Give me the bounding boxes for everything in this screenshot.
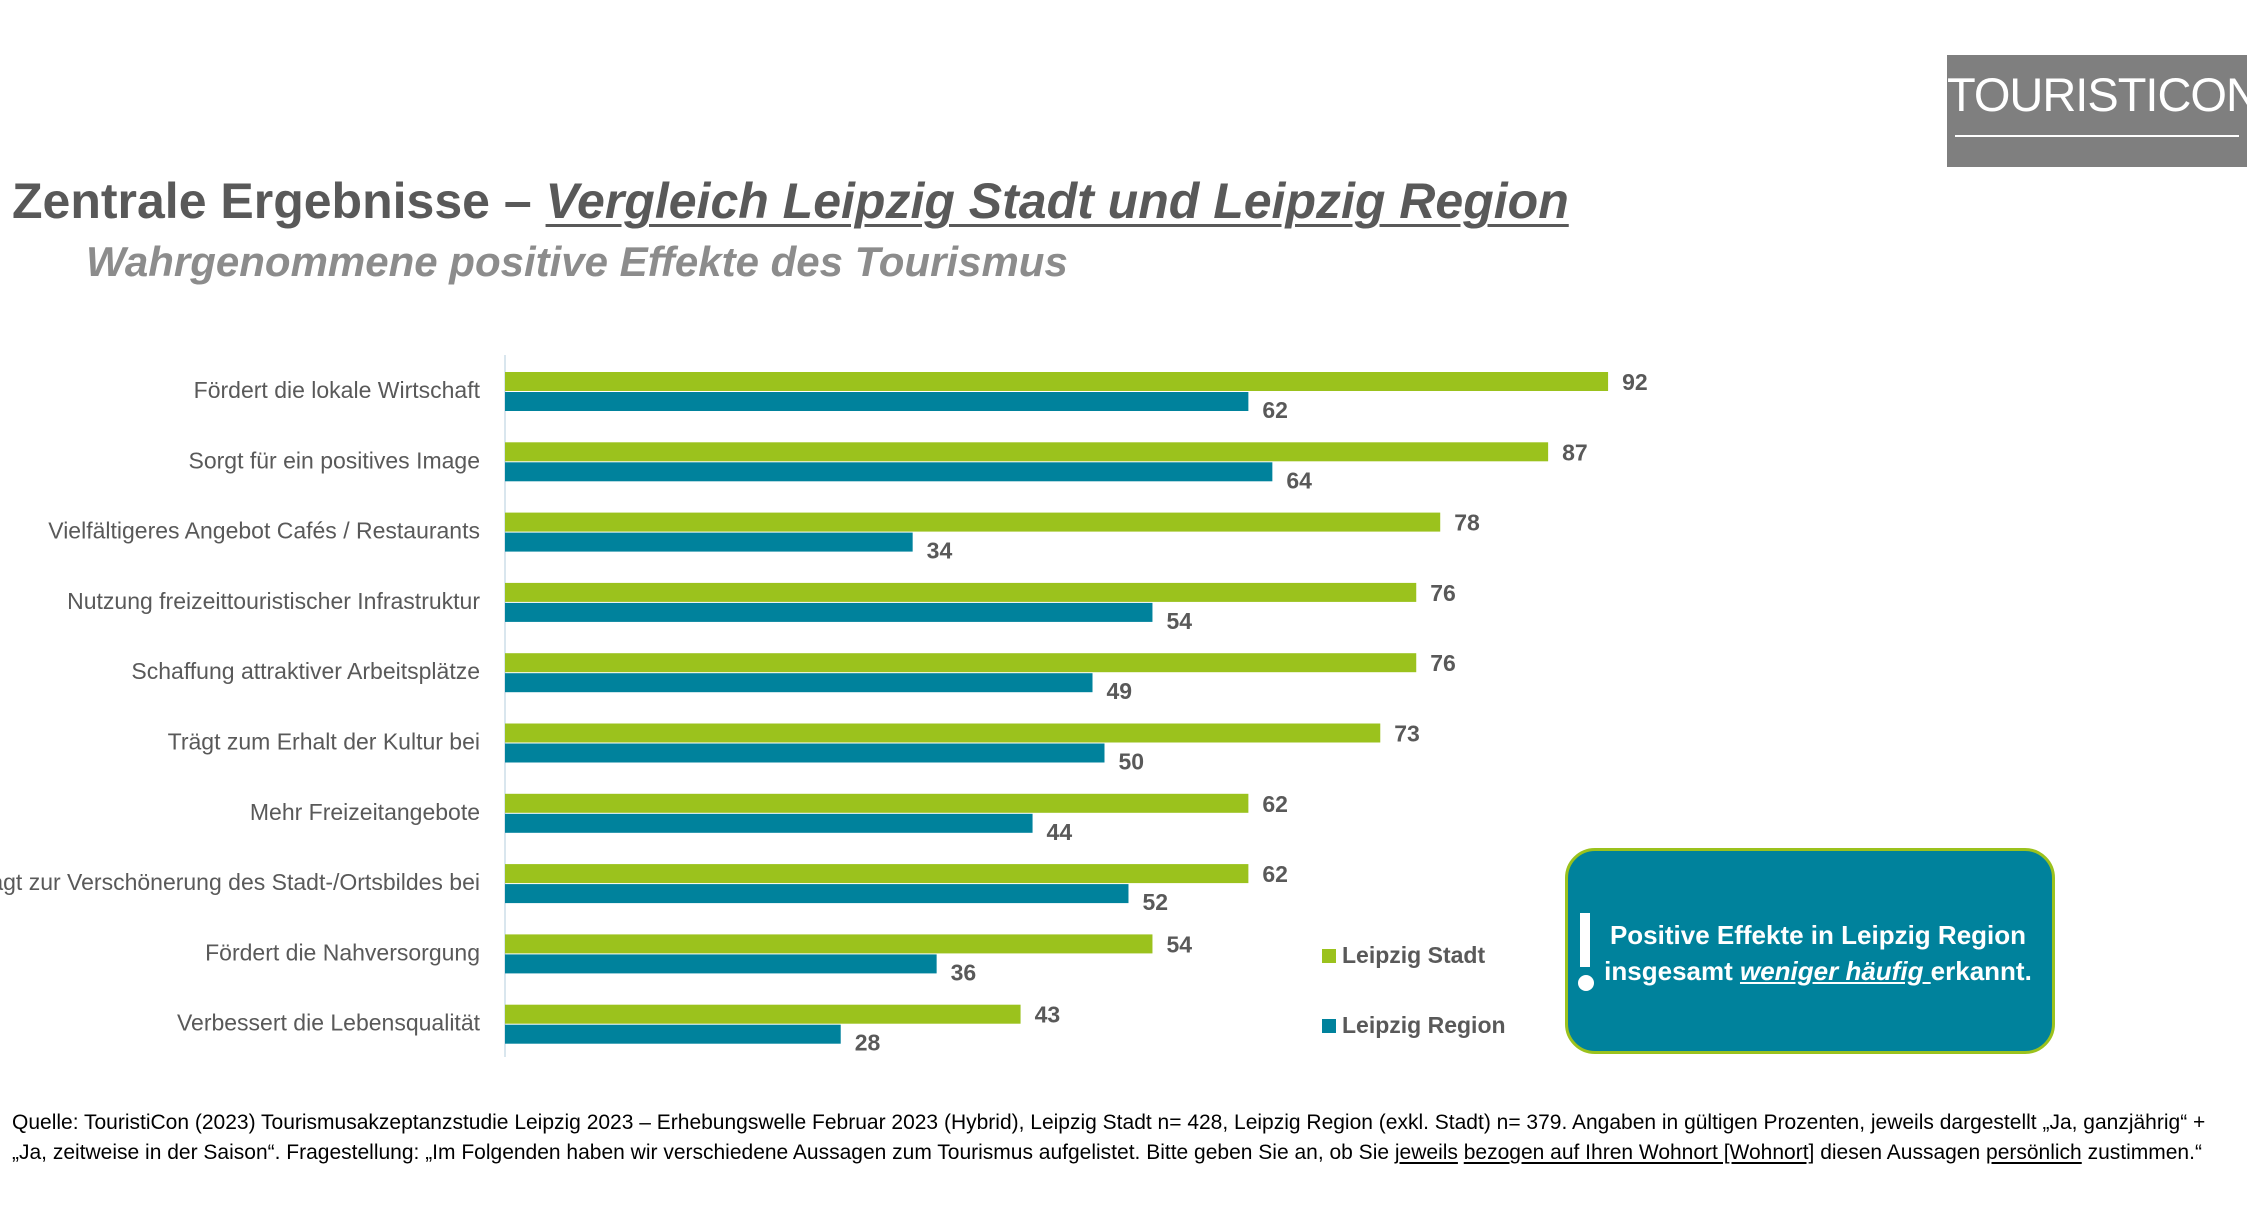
data-label: 50 [1119,749,1145,775]
data-label: 62 [1262,397,1288,423]
data-label: 62 [1262,791,1288,817]
data-label: 43 [1035,1002,1061,1028]
data-label: 49 [1107,678,1133,704]
data-label: 52 [1142,889,1168,915]
bar-stadt [505,442,1549,462]
category-label: Fördert die Nahversorgung [205,939,480,965]
bar-region [505,1024,841,1044]
title-prefix: Zentrale Ergebnisse – [12,173,546,229]
data-label: 76 [1430,580,1456,606]
title-emphasis: Vergleich Leipzig Stadt und Leipzig Regi… [545,173,1569,229]
bar-region [505,602,1153,622]
footnote-text: zustimmen.“ [2081,1141,2202,1164]
legend-swatch-stadt [1322,948,1336,963]
bar-region [505,673,1093,693]
page-subtitle: Wahrgenommene positive Effekte des Touri… [86,238,1068,285]
category-label: Schaffung attraktiver Arbeitsplätze [131,658,480,684]
legend-swatch-region [1322,1018,1336,1033]
data-label: 76 [1430,650,1456,676]
category-label: Vielfältigeres Angebot Cafés / Restauran… [48,518,480,544]
footnote-underline: bezogen auf Ihren Wohnort [Wohnort] [1463,1141,1815,1164]
logo-text: TOURISTICON [1947,68,2250,121]
callout-box: Positive Effekte in Leipzig Region insges… [1565,848,2055,1054]
callout-pre: insgesamt [1604,956,1740,986]
data-label: 28 [855,1030,881,1056]
bar-stadt [505,372,1609,391]
category-label: Trägt zum Erhalt der Kultur bei [168,729,480,755]
data-label: 92 [1622,369,1648,395]
bar-stadt [505,864,1249,884]
callout-emphasis: weniger häufig [1739,956,1931,986]
bar-region [505,392,1249,411]
bar-stadt [505,793,1249,813]
category-label: Trägt zur Verschönerung des Stadt-/Ortsb… [0,869,480,895]
callout-text: Positive Effekte in Leipzig Region insges… [1594,917,2042,989]
exclamation-dot-icon [1578,975,1594,991]
bar-region [505,743,1105,763]
bar-chart: Fördert die lokale Wirtschaft 92 62 Sorgt f… [0,355,1648,1057]
callout-post: erkannt. [1930,956,2032,986]
footnote-text: diesen Aussagen [1814,1141,1987,1164]
bar-stadt [505,582,1417,602]
category-label: Mehr Freizeitangebote [250,799,480,825]
touristicon-logo: TOURISTICON [1947,55,2250,167]
footnote-text: Quelle: TouristiCon (2023) Tourismusakze… [12,1111,2206,1164]
footnote-underline: persönlich [1986,1141,2082,1164]
category-label: Nutzung freizeittouristischer Infrastruk… [67,588,480,614]
bar-region [505,954,937,974]
logo-line [1955,135,2239,137]
bar-region [505,462,1273,482]
legend-item-region: Leipzig Region [1322,1012,1506,1039]
legend-label: Leipzig Region [1342,1012,1506,1038]
data-label: 64 [1286,467,1312,493]
data-label: 87 [1562,439,1588,465]
data-label: 54 [1166,931,1192,957]
page-title: Zentrale Ergebnisse – Vergleich Leipzig … [12,172,1569,230]
data-label: 62 [1262,861,1288,887]
data-label: 54 [1166,608,1192,634]
bar-stadt [505,723,1381,743]
data-label: 36 [951,959,977,985]
data-label: 34 [927,538,953,564]
category-label: Verbessert die Lebensqualität [177,1010,481,1036]
legend-label: Leipzig Stadt [1342,942,1486,968]
callout-line1: Positive Effekte in Leipzig Region [1609,920,2027,950]
category-label: Fördert die lokale Wirtschaft [194,377,481,403]
data-label: 78 [1454,510,1480,536]
data-label: 44 [1047,819,1073,845]
bar-stadt [505,1004,1021,1024]
exclamation-icon [1580,913,1590,967]
legend-item-stadt: Leipzig Stadt [1322,942,1485,969]
source-footnote: Quelle: TouristiCon (2023) Tourismusakze… [12,1108,2242,1168]
bar-region [505,532,913,552]
category-label: Sorgt für ein positives Image [189,447,480,473]
bar-stadt [505,653,1417,673]
bar-region [505,813,1033,833]
bar-stadt [505,512,1441,532]
bar-stadt [505,934,1153,954]
data-label: 73 [1394,721,1420,747]
footnote-underline: jeweils [1394,1141,1458,1164]
bar-region [505,884,1129,904]
